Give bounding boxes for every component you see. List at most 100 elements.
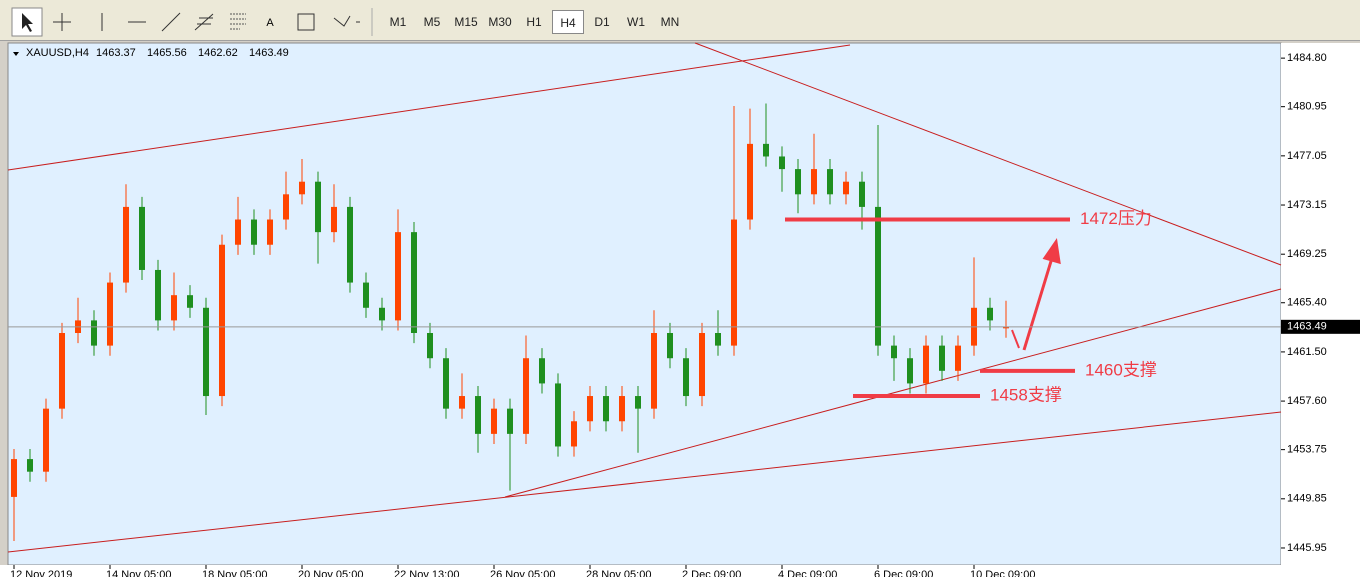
header-high: 1465.56 (147, 47, 187, 59)
timeframe-button[interactable]: H1 (526, 15, 542, 29)
candle-body (539, 358, 545, 384)
channel-icon[interactable] (194, 13, 214, 31)
y-tick-label: 1473.15 (1287, 199, 1327, 211)
candle-body (315, 181, 321, 233)
candle-body (859, 181, 865, 207)
x-tick-label: 26 Nov 05:00 (490, 569, 555, 577)
candle-body (443, 358, 449, 409)
arrows-icon[interactable] (333, 15, 360, 27)
text-icon[interactable]: A (266, 17, 274, 29)
x-tick-label: 2 Dec 09:00 (682, 569, 741, 577)
current-price-box (1281, 319, 1360, 334)
candle-body (843, 181, 849, 195)
y-tick-label: 1449.85 (1287, 493, 1327, 505)
candle-body (715, 333, 721, 346)
candle-body (171, 295, 177, 321)
x-tick-label: 10 Dec 09:00 (970, 569, 1035, 577)
label-icon[interactable] (297, 13, 315, 31)
candle-body (827, 169, 833, 195)
x-tick-label: 12 Nov 2019 (10, 569, 72, 577)
candle-body (635, 396, 641, 409)
candle-body (491, 408, 497, 434)
arrow (1011, 238, 1061, 351)
candle-body (267, 219, 273, 245)
candle-body (795, 169, 801, 195)
trendline (7, 411, 1282, 553)
candle-body (747, 143, 753, 220)
cursor-icon (22, 13, 33, 32)
candle-body (763, 143, 769, 157)
level-label: 1458支撑 (990, 386, 1062, 405)
x-tick-label: 4 Dec 09:00 (778, 569, 837, 577)
candle-body (299, 181, 305, 195)
candle-body (811, 169, 817, 195)
y-tick-label: 1453.75 (1287, 444, 1327, 456)
trendline-icon[interactable] (161, 12, 181, 32)
candle-body (59, 333, 65, 409)
candle-body (619, 396, 625, 422)
crosshair-icon[interactable] (53, 13, 71, 31)
x-tick-label: 18 Nov 05:00 (202, 569, 267, 577)
timeframe-button[interactable]: M15 (454, 15, 478, 29)
timeframe-button[interactable]: W1 (627, 15, 645, 29)
timeframe-button[interactable]: D1 (594, 15, 610, 29)
x-tick-label: 28 Nov 05:00 (586, 569, 651, 577)
candle-body (27, 459, 33, 472)
candle-body (731, 219, 737, 346)
candle-body (91, 320, 97, 346)
candle-body (475, 396, 481, 434)
level-label: 1460支撑 (1085, 360, 1157, 379)
candle-body (379, 307, 385, 321)
candle-body (699, 333, 705, 397)
candle-body (107, 282, 113, 346)
header-close: 1463.49 (249, 47, 289, 59)
fibo-icon[interactable] (230, 13, 246, 30)
y-tick-label: 1484.80 (1287, 52, 1327, 64)
y-tick-label: 1457.60 (1287, 395, 1327, 407)
candle-body (395, 232, 401, 321)
candle-body (187, 295, 193, 308)
candle-body (283, 194, 289, 220)
timeframe-button[interactable]: MN (660, 15, 680, 29)
x-tick-label: 6 Dec 09:00 (874, 569, 933, 577)
trendline (694, 42, 1282, 266)
trendlines (7, 42, 1282, 553)
candle-body (363, 282, 369, 308)
arrow-small (1011, 329, 1020, 349)
candle-body (923, 345, 929, 384)
chart-title: XAUUSD,H4 (26, 47, 89, 59)
level-label: 1472压力 (1080, 209, 1152, 228)
candle-body (331, 206, 337, 233)
candle-body (411, 232, 417, 333)
toolbar-icons: A (11, 7, 373, 37)
candle-body (683, 358, 689, 397)
arrow-head (1042, 238, 1061, 265)
timeframe-button[interactable]: M5 (423, 15, 441, 29)
x-tick-label: 22 Nov 13:00 (394, 569, 459, 577)
y-tick-label: 1469.25 (1287, 248, 1327, 260)
candle-body (779, 156, 785, 170)
timeframe-button[interactable]: H4 (552, 10, 584, 34)
candle-body (907, 358, 913, 384)
current-price-label: 1463.49 (1287, 321, 1327, 333)
candle-body (251, 219, 257, 245)
candle-body (155, 269, 161, 321)
candle-body (347, 206, 353, 283)
candle-body (955, 345, 961, 371)
y-tick-label: 1461.50 (1287, 346, 1327, 358)
toolbar: A M1 M5 M15 M30 H1 H4 D1 W1 MN (0, 0, 1360, 41)
timeframe-button[interactable]: M30 (488, 15, 512, 29)
header-open: 1463.37 (96, 47, 136, 59)
candle-body (203, 307, 209, 397)
timeframe-button[interactable]: M1 (389, 15, 407, 29)
candle-body (667, 333, 673, 359)
menu-triangle[interactable] (13, 52, 19, 56)
candle-body (507, 408, 513, 434)
trendline (504, 288, 1282, 498)
candle-body (571, 421, 577, 447)
candle-body (139, 206, 145, 270)
arrow-shaft (1022, 257, 1054, 351)
candle-body (219, 244, 225, 397)
candle-body (939, 345, 945, 371)
